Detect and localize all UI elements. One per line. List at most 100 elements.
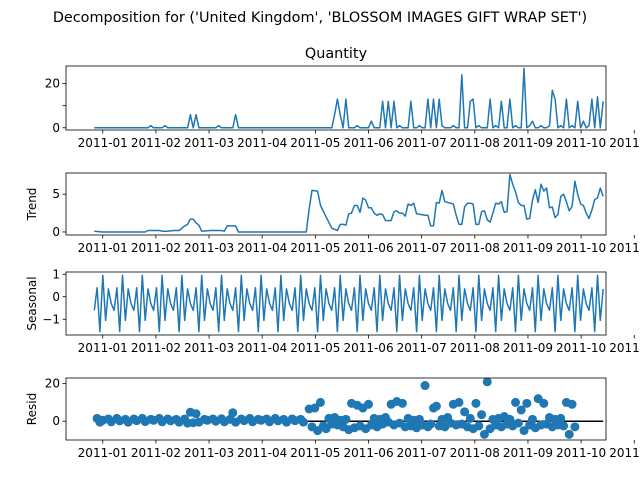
xtick-label-2-7: 2011-08 [450, 241, 500, 255]
xtick-label-1-1: 2011-02 [131, 136, 181, 150]
ylabel-4: Resid [25, 393, 39, 425]
resid-point-141 [556, 413, 566, 423]
xtick-label-4-4: 2011-05 [290, 446, 340, 460]
xtick-label-3-2: 2011-03 [184, 341, 234, 355]
ytick-label-2-1: 5 [52, 187, 60, 201]
resid-point-73 [364, 399, 374, 409]
resid-point-107 [460, 407, 470, 417]
subplot-title-1: Quantity [305, 46, 368, 62]
xtick-label-1-7: 2011-08 [450, 136, 500, 150]
series-line-3 [93, 274, 604, 333]
xtick-label-2-3: 2011-04 [237, 241, 287, 255]
resid-point-144 [564, 429, 574, 439]
resid-point-54 [310, 403, 320, 413]
xtick-label-2-9: 2011-10 [556, 241, 606, 255]
xtick-label-4-9: 2011-10 [556, 446, 606, 460]
plot-area-3 [93, 274, 604, 333]
xtick-label-3-3: 2011-04 [237, 341, 287, 355]
xtick-label-3-5: 2011-06 [343, 341, 393, 355]
plot-area-1 [94, 67, 604, 129]
xtick-label-1-10: 2011-11 [609, 136, 640, 150]
ytick-label-3-0: −1 [42, 312, 60, 326]
resid-point-126 [513, 418, 523, 428]
ylabel-3: Seasonal [25, 276, 39, 330]
xtick-label-4-2: 2011-03 [184, 446, 234, 460]
xtick-label-2-2: 2011-03 [184, 241, 234, 255]
xtick-label-4-3: 2011-04 [237, 446, 287, 460]
ytick-label-1-2: 20 [45, 77, 60, 91]
ytick-label-4-0: 0 [52, 414, 60, 428]
plot-area-2 [94, 173, 604, 233]
xtick-label-3-7: 2011-08 [450, 341, 500, 355]
resid-point-65 [341, 414, 351, 424]
xtick-label-1-4: 2011-05 [290, 136, 340, 150]
xtick-label-1-5: 2011-06 [343, 136, 393, 150]
ytick-label-4-1: 20 [45, 377, 60, 391]
xtick-label-3-1: 2011-02 [131, 341, 181, 355]
resid-point-114 [479, 429, 489, 439]
series-line-1 [94, 67, 604, 129]
xtick-label-1-0: 2011-01 [78, 136, 128, 150]
ytick-label-1-0: 0 [52, 121, 60, 135]
xtick-label-2-6: 2011-07 [397, 241, 447, 255]
ytick-label-2-0: 0 [52, 225, 60, 239]
xtick-label-2-10: 2011-11 [609, 241, 640, 255]
axes-frame-4 [65, 377, 607, 441]
xtick-label-4-8: 2011-09 [503, 446, 553, 460]
xtick-label-4-0: 2011-01 [78, 446, 128, 460]
resid-point-135 [539, 398, 549, 408]
resid-point-113 [477, 410, 487, 420]
xtick-label-4-10: 2011-11 [609, 446, 640, 460]
resid-point-93 [420, 381, 430, 391]
xtick-label-3-10: 2011-11 [609, 341, 640, 355]
resid-point-125 [511, 397, 521, 407]
xtick-label-4-6: 2011-07 [397, 446, 447, 460]
xtick-label-4-5: 2011-06 [343, 446, 393, 460]
resid-point-145 [567, 399, 577, 409]
resid-point-109 [465, 413, 475, 423]
resid-point-105 [454, 397, 464, 407]
resid-point-131 [527, 414, 537, 424]
resid-point-97 [431, 401, 441, 411]
xtick-label-1-3: 2011-04 [237, 136, 287, 150]
axes-frame-1 [65, 65, 607, 131]
resid-point-85 [397, 398, 407, 408]
xtick-label-4-7: 2011-08 [450, 446, 500, 460]
xtick-label-1-2: 2011-03 [184, 136, 234, 150]
figure-suptitle: Decomposition for ('United Kingdom', 'BL… [53, 10, 587, 26]
resid-point-56 [315, 397, 325, 407]
axes-frame-2 [65, 172, 607, 236]
axes-frame-3 [65, 271, 607, 336]
resid-point-25 [191, 409, 201, 419]
series-line-2 [94, 173, 604, 233]
resid-point-34 [228, 408, 238, 418]
xtick-label-1-8: 2011-09 [503, 136, 553, 150]
resid-point-129 [522, 398, 532, 408]
resid-point-128 [519, 426, 529, 436]
xtick-label-2-1: 2011-02 [131, 241, 181, 255]
xtick-label-1-9: 2011-10 [556, 136, 606, 150]
ytick-label-3-2: 1 [52, 267, 60, 281]
plot-area-4 [92, 378, 604, 439]
ylabel-2: Trend [25, 188, 39, 222]
xtick-label-1-6: 2011-07 [397, 136, 447, 150]
resid-point-51 [298, 417, 308, 427]
xtick-label-2-5: 2011-06 [343, 241, 393, 255]
xtick-label-2-0: 2011-01 [78, 241, 128, 255]
ytick-label-3-1: 0 [52, 290, 60, 304]
xtick-label-3-4: 2011-05 [290, 341, 340, 355]
xtick-label-3-6: 2011-07 [397, 341, 447, 355]
xtick-label-2-8: 2011-09 [503, 241, 553, 255]
resid-point-127 [516, 405, 526, 415]
xtick-label-4-1: 2011-02 [131, 446, 181, 460]
xtick-label-3-9: 2011-10 [556, 341, 606, 355]
resid-point-95 [426, 419, 436, 429]
resid-point-146 [570, 422, 580, 432]
resid-point-111 [471, 398, 481, 408]
